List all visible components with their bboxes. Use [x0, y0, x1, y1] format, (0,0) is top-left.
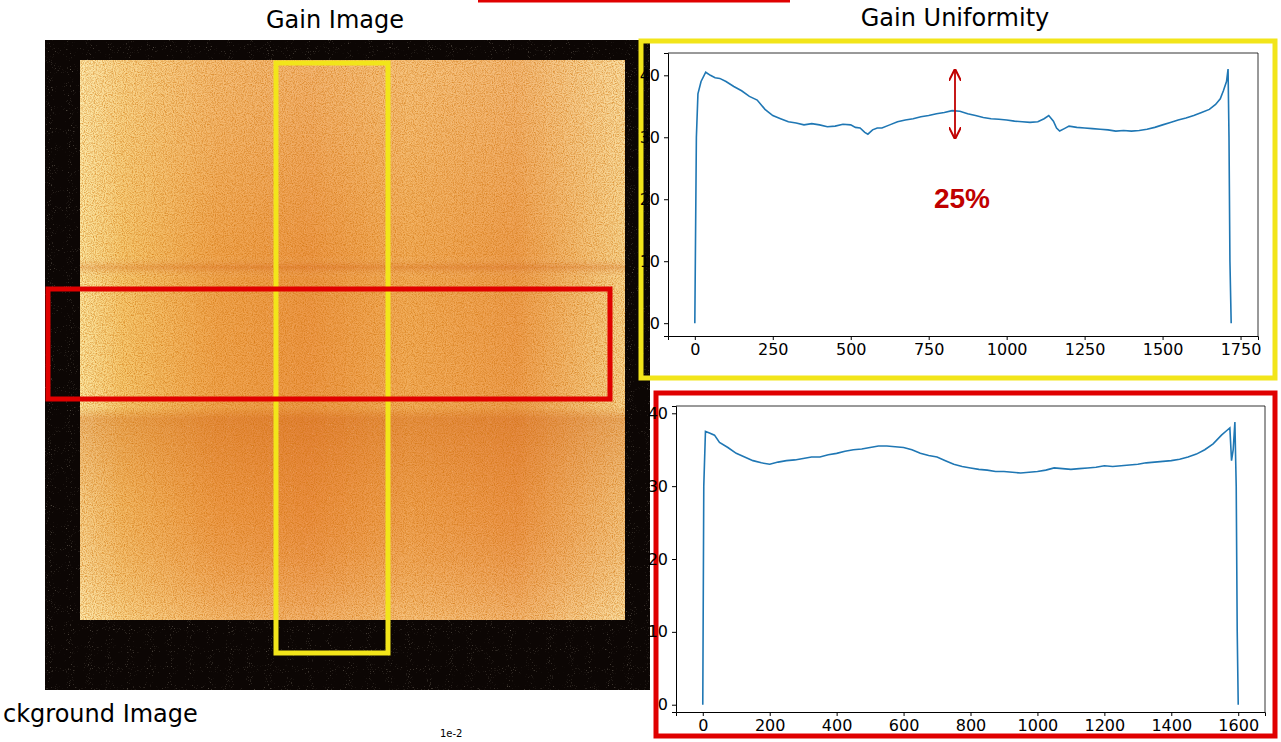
tick-label: 40 [640, 66, 660, 85]
profile-line [695, 69, 1231, 323]
detector-noise [80, 60, 625, 620]
slide: Gain Image Gain Uniformity ckground Image 1… [0, 0, 1281, 742]
top-frame-edge [478, 0, 790, 3]
tick: 1600 [1218, 712, 1259, 735]
tick: 40 [640, 66, 668, 85]
tick: 1000 [987, 336, 1028, 359]
line-chart: 0 250 500 750 1000 1250 1500 1750 0 10 20 30 40 25% [640, 53, 1262, 359]
tick-mark [672, 413, 676, 414]
tick-label: 1250 [1065, 340, 1106, 359]
tick-label: 30 [640, 128, 660, 147]
tick-label: 0 [650, 314, 660, 333]
tick: 30 [648, 477, 676, 496]
tick-label: 1500 [1143, 340, 1184, 359]
tick-mark [664, 261, 668, 262]
tick-label: 1400 [1151, 716, 1192, 735]
tick-label: 1000 [987, 340, 1028, 359]
tick-label: 0 [658, 695, 668, 714]
yellow-chart-frame [641, 41, 1275, 378]
y-axis: 0 10 20 30 40 [640, 54, 669, 337]
axis-line [664, 54, 669, 337]
range-arrow [954, 70, 956, 138]
frame-right [1258, 53, 1259, 336]
tick: 10 [648, 622, 676, 641]
tick-label: 1600 [1218, 716, 1259, 735]
x-axis: 0 250 500 750 1000 1250 1500 1750 [669, 336, 1262, 359]
tick-label: 400 [822, 716, 853, 735]
tick: 400 [822, 712, 853, 735]
tick-label: 40 [648, 404, 668, 423]
profile-line [703, 422, 1238, 705]
tick-mark [664, 199, 668, 200]
tick: 1750 [1221, 336, 1262, 359]
tick-mark [664, 75, 668, 76]
scale-exponent: 1e-2 [440, 728, 463, 739]
tick-label: 600 [889, 716, 920, 735]
tick: 800 [956, 712, 987, 735]
frame-top [676, 406, 1265, 407]
tick-label: 200 [755, 716, 786, 735]
tick: 1200 [1085, 712, 1126, 735]
tick-label: 800 [956, 716, 987, 735]
y-axis: 0 10 20 30 40 [648, 404, 677, 714]
tick-label: 500 [836, 340, 867, 359]
tick: 0 [690, 336, 700, 359]
tick-label: 1750 [1221, 340, 1262, 359]
tick-label: 0 [690, 340, 700, 359]
image-title: Gain Image [266, 6, 404, 34]
tick: 500 [836, 336, 867, 359]
tick-mark [672, 705, 676, 706]
tick-mark [664, 323, 668, 324]
tick: 600 [889, 712, 920, 735]
tick: 10 [640, 252, 668, 271]
tick-label: 10 [640, 252, 660, 271]
background-title: ckground Image [3, 700, 198, 728]
tick-label: 750 [914, 340, 945, 359]
tick-mark [672, 632, 676, 633]
tick: 750 [914, 336, 945, 359]
plot-area [695, 69, 1231, 323]
tick: 1250 [1065, 336, 1106, 359]
tick: 20 [648, 550, 676, 569]
gain-image [45, 40, 650, 690]
tick-label: 1000 [1018, 716, 1059, 735]
tick: 20 [640, 190, 668, 209]
tick-label: 20 [648, 550, 668, 569]
tick-mark [672, 559, 676, 560]
tick: 250 [758, 336, 789, 359]
frame-right [1265, 406, 1266, 712]
tick: 30 [640, 128, 668, 147]
tick-label: 0 [698, 716, 708, 735]
tick-label: 20 [640, 190, 660, 209]
tick-label: 1200 [1085, 716, 1126, 735]
tick: 0 [658, 695, 676, 714]
uniformity-title: Gain Uniformity [861, 4, 1050, 32]
tick-mark [672, 486, 676, 487]
image-background-speckle [45, 40, 650, 690]
tick: 1400 [1151, 712, 1192, 735]
tick-label: 10 [648, 622, 668, 641]
tick: 1500 [1143, 336, 1184, 359]
frame-top [668, 53, 1258, 54]
tick: 40 [648, 404, 676, 423]
detector-bands [80, 60, 625, 620]
annotation: 25% [934, 183, 990, 214]
red-chart-frame [656, 393, 1275, 736]
detector-area [80, 60, 625, 620]
detector-speckle [80, 60, 625, 620]
horizontal-profile-region [48, 289, 610, 399]
line-chart: 0 200 400 600 800 1000 1200 1400 1600 0 10 20 30 40 [648, 404, 1266, 735]
tick-label: 250 [758, 340, 789, 359]
tick: 1000 [1018, 712, 1059, 735]
tick: 0 [698, 712, 708, 735]
tick-mark [664, 137, 668, 138]
x-axis: 0 200 400 600 800 1000 1200 1400 1600 [677, 712, 1266, 735]
plot-area [703, 422, 1238, 705]
tick: 0 [650, 314, 668, 333]
tick: 200 [755, 712, 786, 735]
image-background [45, 40, 650, 690]
tick-label: 30 [648, 477, 668, 496]
axis-line [672, 407, 677, 713]
vertical-profile-region [276, 63, 388, 653]
